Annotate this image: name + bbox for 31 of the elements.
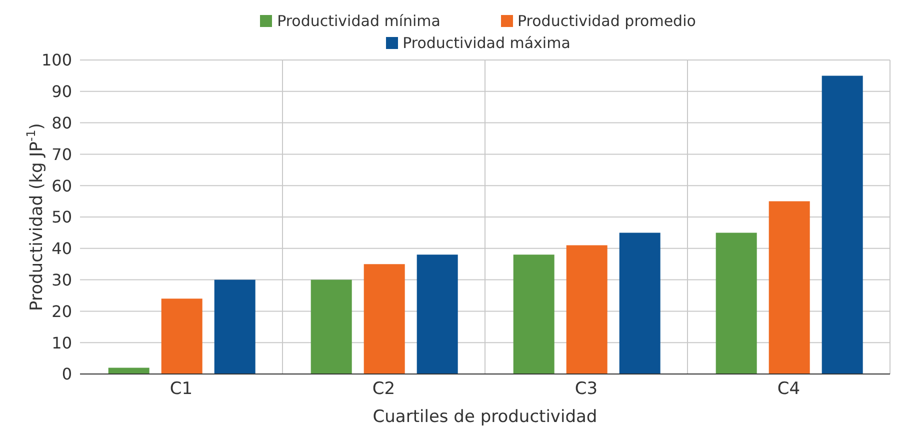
x-axis-title: Cuartiles de productividad <box>372 407 598 428</box>
bar <box>619 232 660 374</box>
legend-label: Productividad mínima <box>276 12 440 30</box>
y-tick-label: 30 <box>52 270 72 290</box>
y-tick-label: 90 <box>52 82 72 102</box>
y-tick-label: 10 <box>52 333 72 352</box>
bar <box>768 201 810 374</box>
bar <box>416 254 458 374</box>
y-tick-label: 0 <box>62 364 72 384</box>
x-tick-label: C4 <box>777 379 800 400</box>
bar <box>310 280 352 374</box>
y-tick-label: 70 <box>52 144 72 164</box>
bar <box>161 298 202 374</box>
x-tick-label: C2 <box>372 379 396 400</box>
legend-label: Productividad máxima <box>402 34 570 52</box>
bar <box>214 280 256 374</box>
x-tick-label: C1 <box>170 379 193 400</box>
y-tick-label: 80 <box>52 113 72 132</box>
y-tick-label: 20 <box>52 302 72 321</box>
bar <box>108 368 150 374</box>
bar <box>364 264 405 374</box>
legend-label: Productividad promedio <box>516 12 696 30</box>
bar <box>716 232 757 374</box>
y-tick-label: 60 <box>52 176 72 196</box>
y-tick-label: 100 <box>41 50 72 70</box>
y-tick-label: 50 <box>52 208 72 227</box>
bar <box>822 76 863 374</box>
x-tick-label: C3 <box>574 379 598 400</box>
bar <box>566 245 608 374</box>
bar <box>513 254 554 374</box>
y-tick-label: 40 <box>52 239 72 258</box>
